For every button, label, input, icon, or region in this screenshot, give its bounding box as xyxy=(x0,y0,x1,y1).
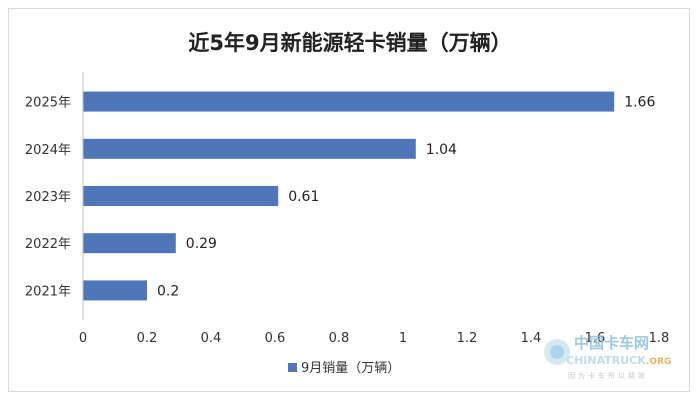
data-label-3: 0.29 xyxy=(186,236,217,252)
bar-1 xyxy=(83,138,416,159)
category-labels: 2025年 2024年 2023年 2022年 2021年 xyxy=(25,96,71,300)
data-labels: 1.66 1.04 0.61 0.29 0.2 xyxy=(157,95,655,300)
x-tick-label-6: 1.2 xyxy=(457,331,478,346)
x-tick-label-4: 0.8 xyxy=(329,331,350,346)
x-tick-label-8: 1.6 xyxy=(585,331,606,346)
x-tick-label-5: 1 xyxy=(399,331,407,346)
x-tick-label-2: 0.4 xyxy=(201,331,222,346)
data-label-4: 0.2 xyxy=(157,283,179,299)
watermark-slogan-text: 因为卡车所以精致 xyxy=(568,371,648,380)
watermark-logo-text: 中国卡车网 xyxy=(574,334,649,352)
category-label-4: 2021年 xyxy=(25,284,71,299)
bar-group xyxy=(83,91,615,301)
bar-0 xyxy=(83,91,615,112)
x-tick-label-9: 1.8 xyxy=(649,331,670,346)
chinatruck-watermark-logo: 中国卡车网 CHINATRUCK .ORG 因为卡车所以精致 xyxy=(544,334,671,380)
x-tick-label-3: 0.6 xyxy=(265,331,286,346)
legend: 9月销量（万辆） xyxy=(288,361,400,376)
data-label-1: 1.04 xyxy=(426,142,457,158)
legend-label: 9月销量（万辆） xyxy=(301,361,400,376)
x-tick-label-7: 1.4 xyxy=(521,331,542,346)
chart-title: 近5年9月新能源轻卡销量（万辆） xyxy=(188,31,511,55)
x-tick-label-0: 0 xyxy=(79,331,87,346)
x-tick-label-1: 0.2 xyxy=(137,331,158,346)
bar-3 xyxy=(83,233,176,254)
legend-swatch xyxy=(288,363,297,372)
category-label-2: 2023年 xyxy=(25,190,71,205)
bar-2 xyxy=(83,186,279,206)
category-label-1: 2024年 xyxy=(25,143,71,158)
watermark-sub-text: CHINATRUCK xyxy=(566,354,646,367)
category-label-0: 2025年 xyxy=(25,96,71,111)
data-label-0: 1.66 xyxy=(624,95,655,111)
category-label-3: 2022年 xyxy=(25,237,71,252)
data-label-2: 0.61 xyxy=(288,189,319,205)
bar-4 xyxy=(83,280,147,301)
x-axis-ticks: 0 0.2 0.4 0.6 0.8 1 1.2 1.4 1.6 1.8 xyxy=(79,331,669,346)
watermark-tld-text: .ORG xyxy=(646,357,671,367)
